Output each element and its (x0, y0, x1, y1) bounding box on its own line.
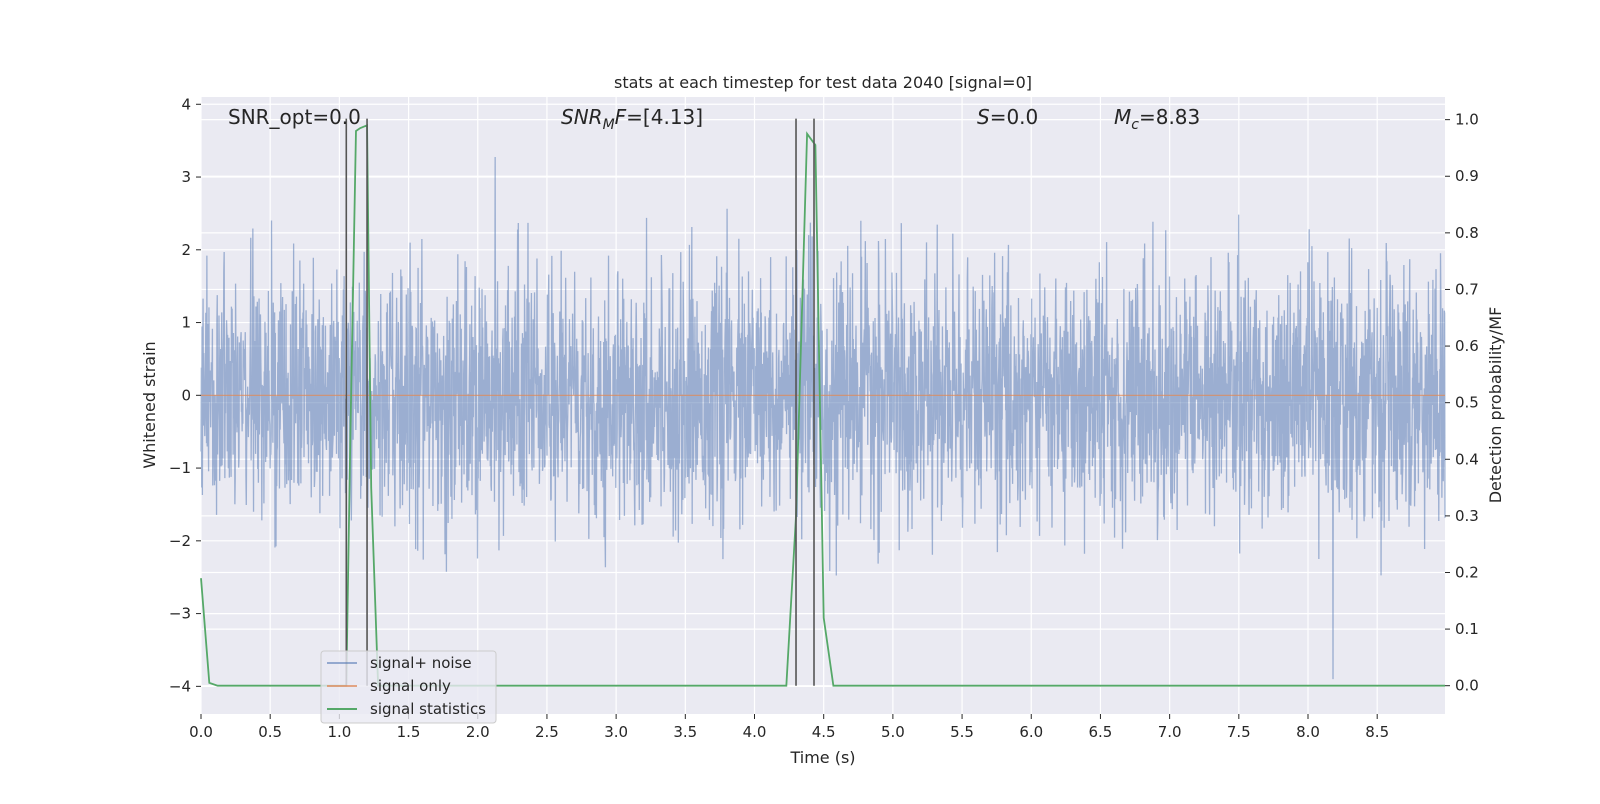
y-left-tick-label: 4 (181, 95, 191, 113)
x-tick-label: 7.5 (1227, 723, 1251, 741)
x-tick-label: 6.0 (1019, 723, 1043, 741)
x-tick-label: 5.5 (950, 723, 974, 741)
y-left-tick-label: 1 (181, 314, 191, 332)
x-tick-label: 7.0 (1158, 723, 1182, 741)
annotation-snr-opt: SNR_opt=0.0 (228, 105, 361, 129)
legend-box (320, 650, 497, 724)
y-right-tick-label: 0.1 (1455, 620, 1479, 638)
y-left-axis-label: Whitened strain (140, 341, 159, 468)
x-tick-label: 8.5 (1365, 723, 1389, 741)
y-left-tick-label: 0 (181, 386, 191, 404)
legend-label-signal-only: signal only (370, 677, 451, 695)
legend-label-signal-statistics: signal statistics (370, 700, 486, 718)
legend-label-signal-noise: signal+ noise (370, 654, 472, 672)
series-path-signal-statistics (200, 123, 1445, 687)
x-tick-label: 2.0 (466, 723, 490, 741)
y-left-tick-label: −4 (169, 677, 191, 695)
x-tick-label: 3.0 (604, 723, 628, 741)
y-right-tick-label: 0.9 (1455, 167, 1479, 185)
x-tick-label: 3.5 (673, 723, 697, 741)
y-left-tick-label: 3 (181, 168, 191, 186)
y-left-tick-label: −2 (169, 532, 191, 550)
y-left-tick-label: −1 (169, 459, 191, 477)
series-lines (200, 123, 1445, 687)
series-path-signal-plus-noise (200, 156, 1446, 680)
x-tick-label: 0.5 (258, 723, 282, 741)
y-left-tick-label: −3 (169, 605, 191, 623)
y-right-tick-label: 0.5 (1455, 394, 1479, 412)
y-right-tick-label: 0.3 (1455, 507, 1479, 525)
legend: signal+ noise signal only signal statist… (320, 650, 497, 724)
y-right-axis-label: Detection probability/MF (1486, 307, 1505, 504)
y-right-tick-label: 0.4 (1455, 450, 1479, 468)
x-tick-label: 1.0 (327, 723, 351, 741)
x-tick-label: 5.0 (881, 723, 905, 741)
y-right-axis-ticks: 1.0 0.9 0.8 0.7 0.6 0.5 0.4 0.3 0.2 0.1 0.0 (1445, 111, 1479, 695)
vertical-markers (345, 118, 815, 686)
x-axis-ticks: 0.0 0.5 1.0 1.5 2.0 2.5 3.0 3.5 4.0 4.5 5.0 5.5 6.0 6… (189, 714, 1389, 741)
x-tick-label: 6.5 (1089, 723, 1113, 741)
y-right-tick-label: 0.7 (1455, 280, 1479, 298)
series-signal-plus-noise (200, 156, 1446, 680)
x-tick-label: 1.5 (397, 723, 421, 741)
y-right-tick-label: 0.6 (1455, 337, 1479, 355)
y-left-axis-ticks: 4 3 2 1 0 −1 −2 −3 −4 (169, 95, 201, 695)
x-axis-label: Time (s) (789, 748, 855, 767)
x-tick-label: 8.0 (1296, 723, 1320, 741)
y-right-tick-label: 0.8 (1455, 224, 1479, 242)
x-tick-label: 2.5 (535, 723, 559, 741)
chart-title: stats at each timestep for test data 204… (614, 73, 1032, 92)
y-right-tick-label: 0.0 (1455, 677, 1479, 695)
annotation-snr-mf: SNRMF=[4.13] (561, 105, 703, 133)
annotation-s: S=0.0 (977, 105, 1038, 129)
x-tick-label: 0.0 (189, 723, 213, 741)
y-left-tick-label: 2 (181, 241, 191, 259)
y-right-tick-label: 0.2 (1455, 563, 1479, 581)
x-tick-label: 4.0 (743, 723, 767, 741)
annotation-mc: Mc=8.83 (1114, 105, 1200, 133)
y-right-tick-label: 1.0 (1455, 111, 1479, 129)
x-tick-label: 4.5 (812, 723, 836, 741)
